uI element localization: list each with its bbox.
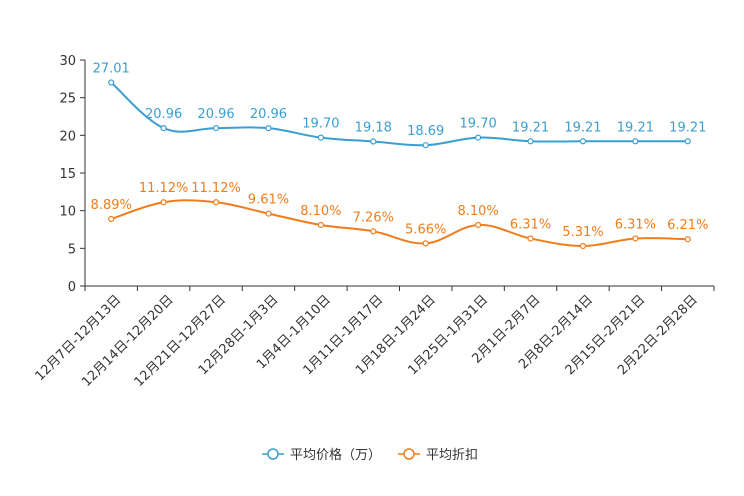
data-point <box>108 79 115 86</box>
data-point <box>422 240 429 247</box>
y-tick-label: 0 <box>68 280 76 295</box>
y-tick-label: 10 <box>59 205 76 220</box>
legend-label: 平均折扣 <box>426 448 478 463</box>
data-label: 19.21 <box>617 120 654 135</box>
data-label: 20.96 <box>250 107 287 122</box>
data-label: 8.10% <box>300 204 341 219</box>
data-label: 8.10% <box>457 204 498 219</box>
data-point <box>370 138 377 145</box>
data-label: 27.01 <box>93 62 130 77</box>
data-point <box>632 235 639 242</box>
y-tick-label: 30 <box>59 54 76 69</box>
y-tick-label: 15 <box>59 167 76 182</box>
legend-marker <box>267 448 279 460</box>
data-label: 19.21 <box>669 120 706 135</box>
data-point <box>317 221 324 229</box>
data-point <box>265 125 272 132</box>
data-label: 18.69 <box>407 124 444 139</box>
data-label: 19.21 <box>512 120 549 135</box>
data-label: 6.31% <box>615 217 656 232</box>
data-point <box>265 210 272 217</box>
series-layer <box>108 79 691 250</box>
data-label: 6.21% <box>667 218 708 233</box>
x-tick-label: 12月14日-12月20日 <box>79 292 176 389</box>
data-label: 9.61% <box>248 193 289 208</box>
data-label: 20.96 <box>145 107 182 122</box>
data-label: 19.70 <box>460 117 497 132</box>
data-point <box>317 134 324 141</box>
data-label: 11.12% <box>191 181 241 196</box>
data-point <box>684 236 691 243</box>
x-tick-label: 12月7日-12月13日 <box>33 292 125 384</box>
data-label: 19.70 <box>302 117 339 132</box>
data-point <box>160 199 167 206</box>
data-label: 5.66% <box>405 222 446 237</box>
data-point <box>108 215 115 223</box>
data-point <box>160 125 167 132</box>
data-label: 20.96 <box>197 107 234 122</box>
x-tick-label: 12月21日-12月27日 <box>132 292 229 389</box>
data-labels: 27.01 20.96 20.96 20.96 19.70 19.18 18.69 19.70… <box>91 62 709 240</box>
series-line-1 <box>110 199 688 247</box>
data-label: 19.21 <box>564 120 601 135</box>
data-point <box>527 235 534 242</box>
data-label: 6.31% <box>510 217 551 232</box>
data-point <box>212 199 220 206</box>
data-point <box>632 138 639 145</box>
y-tick-label: 5 <box>68 242 76 257</box>
data-point <box>579 242 587 250</box>
data-point <box>422 142 429 149</box>
data-label: 8.89% <box>91 198 132 213</box>
data-point <box>579 138 587 145</box>
legend-label: 平均价格（万） <box>290 447 381 463</box>
data-label: 11.12% <box>139 181 189 196</box>
data-point <box>370 228 377 235</box>
legend: 平均价格（万） 平均折扣 <box>262 447 478 463</box>
data-point <box>212 125 220 132</box>
data-point <box>527 138 534 145</box>
data-label: 5.31% <box>562 225 603 240</box>
legend-marker <box>403 448 415 460</box>
data-point <box>475 134 482 141</box>
data-label: 7.26% <box>353 210 394 225</box>
y-tick-label: 25 <box>59 92 76 107</box>
data-label: 19.18 <box>355 121 392 136</box>
series-line-0 <box>110 81 688 147</box>
data-point <box>684 138 691 145</box>
data-point <box>475 221 482 229</box>
y-tick-label: 20 <box>59 129 76 144</box>
